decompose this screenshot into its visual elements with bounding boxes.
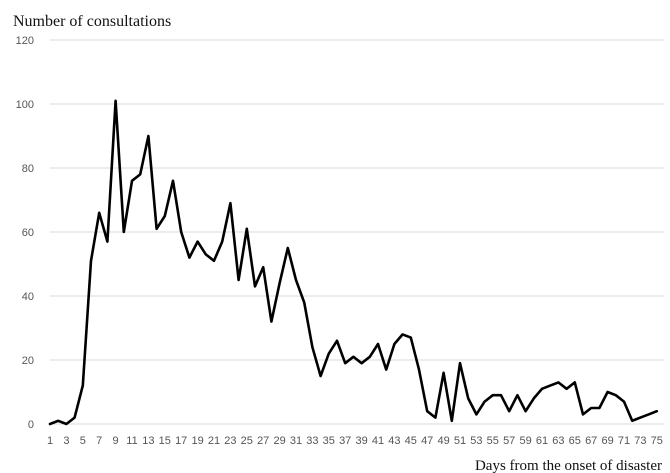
x-tick-label: 21 bbox=[208, 435, 220, 447]
x-tick-label: 47 bbox=[421, 435, 433, 447]
y-tick-label: 60 bbox=[22, 227, 34, 239]
y-tick-label: 40 bbox=[22, 291, 34, 303]
x-tick-label: 49 bbox=[437, 435, 449, 447]
x-tick-label: 71 bbox=[618, 435, 630, 447]
x-tick-label: 51 bbox=[454, 435, 466, 447]
x-tick-label: 11 bbox=[126, 435, 137, 447]
y-tick-label: 0 bbox=[28, 419, 34, 431]
x-tick-label: 61 bbox=[536, 435, 548, 447]
series-line bbox=[48, 99, 659, 426]
x-tick-label: 63 bbox=[552, 435, 564, 447]
x-tick-label: 19 bbox=[191, 435, 203, 447]
x-tick-label: 3 bbox=[63, 435, 69, 447]
x-tick-label: 25 bbox=[241, 435, 253, 447]
y-tick-label: 100 bbox=[16, 99, 34, 111]
x-tick-label: 73 bbox=[634, 435, 646, 447]
x-tick-label: 57 bbox=[503, 435, 515, 447]
x-tick-label: 5 bbox=[80, 435, 86, 447]
x-tick-label: 55 bbox=[487, 435, 499, 447]
x-tick-label: 27 bbox=[257, 435, 269, 447]
x-tick-label: 15 bbox=[159, 435, 171, 447]
gridlines bbox=[50, 39, 664, 425]
x-tick-label: 65 bbox=[569, 435, 581, 447]
x-tick-label: 37 bbox=[339, 435, 351, 447]
x-tick-label: 31 bbox=[290, 435, 302, 447]
x-tick-label: 69 bbox=[601, 435, 613, 447]
x-tick-label: 9 bbox=[113, 435, 119, 447]
x-tick-label: 75 bbox=[651, 435, 663, 447]
y-tick-labels: 0 20 40 60 80 100 120 bbox=[16, 35, 34, 431]
y-tick-label: 80 bbox=[22, 163, 34, 175]
y-tick-label: 20 bbox=[22, 355, 34, 367]
x-tick-label: 35 bbox=[323, 435, 335, 447]
x-tick-label: 29 bbox=[273, 435, 285, 447]
x-tick-label: 45 bbox=[405, 435, 417, 447]
x-tick-label: 7 bbox=[96, 435, 102, 447]
x-tick-label: 39 bbox=[355, 435, 367, 447]
y-tick-label: 120 bbox=[16, 35, 34, 47]
x-tick-labels: 1 3 5 7 9 11 13 15 17 19 21 23 25 27 29 31 33 35 37 39 41 43 4… bbox=[47, 435, 663, 447]
x-tick-label: 41 bbox=[372, 435, 384, 447]
x-tick-label: 33 bbox=[306, 435, 318, 447]
x-tick-label: 43 bbox=[388, 435, 400, 447]
x-tick-label: 13 bbox=[142, 435, 154, 447]
x-tick-label: 53 bbox=[470, 435, 482, 447]
x-tick-label: 17 bbox=[175, 435, 187, 447]
x-tick-label: 67 bbox=[585, 435, 597, 447]
x-tick-label: 1 bbox=[47, 435, 53, 447]
x-axis-label: Days from the onset of disaster bbox=[475, 458, 662, 473]
x-tick-label: 59 bbox=[519, 435, 531, 447]
x-tick-label: 23 bbox=[224, 435, 236, 447]
y-axis-label: Number of consultations bbox=[13, 13, 171, 30]
